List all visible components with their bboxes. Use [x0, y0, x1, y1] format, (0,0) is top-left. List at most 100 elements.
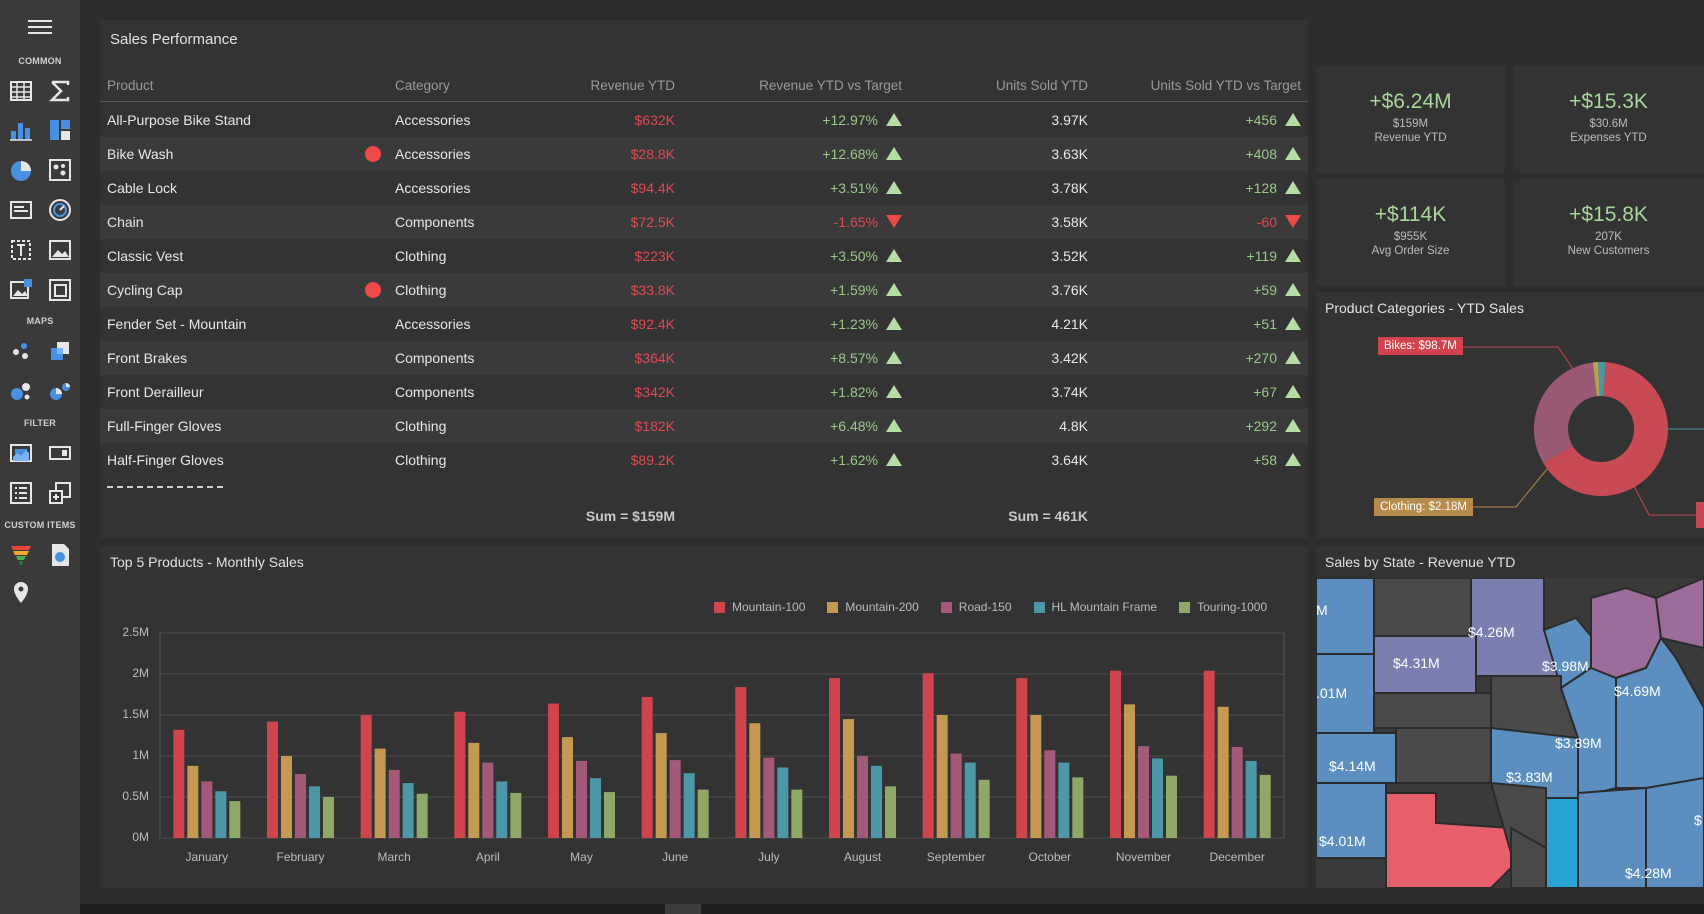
callout-bikes[interactable]: Bikes: $98.7M	[1378, 337, 1463, 355]
bar[interactable]	[950, 753, 962, 838]
bound-image-icon[interactable]	[8, 277, 34, 303]
kpi-card-avg-order-size[interactable]: +$114K $955K Avg Order Size	[1316, 179, 1505, 286]
bottom-scrollbar-track[interactable]	[80, 904, 1704, 914]
bar[interactable]	[1138, 746, 1149, 838]
legend-item[interactable]: HL Mountain Frame	[1033, 600, 1157, 614]
bar[interactable]	[978, 779, 990, 838]
pie-chart-icon[interactable]	[8, 157, 34, 183]
table-row[interactable]: Chain Components $72.5K -1.65% 3.58K -60	[100, 205, 1308, 239]
bar[interactable]	[1030, 715, 1042, 838]
bar[interactable]	[416, 793, 428, 838]
bar[interactable]	[1044, 750, 1056, 838]
bar[interactable]	[576, 760, 587, 838]
bar[interactable]	[1203, 670, 1215, 838]
bar[interactable]	[1072, 777, 1084, 838]
bar[interactable]	[1152, 758, 1163, 838]
bar[interactable]	[590, 778, 601, 838]
bar-chart-icon[interactable]	[8, 117, 34, 143]
bar[interactable]	[843, 719, 854, 838]
bar[interactable]	[267, 721, 278, 838]
group-icon[interactable]	[47, 277, 73, 303]
geo-point-map-icon[interactable]	[8, 338, 34, 364]
scatter-icon[interactable]	[47, 157, 73, 183]
hamburger-menu-icon[interactable]	[28, 16, 52, 36]
bar[interactable]	[402, 783, 414, 838]
bar[interactable]	[857, 756, 868, 838]
bar[interactable]	[510, 792, 522, 838]
kpi-card-expenses-ytd[interactable]: +$15.3K $30.6M Expenses YTD	[1513, 66, 1704, 173]
bar[interactable]	[1058, 762, 1070, 838]
treemap-icon[interactable]	[47, 117, 73, 143]
legend-item[interactable]: Touring-1000	[1179, 600, 1267, 614]
bar[interactable]	[215, 791, 227, 838]
legend-item[interactable]: Mountain-200	[827, 600, 919, 614]
col-header-revenue-ytd[interactable]: Revenue YTD	[590, 78, 675, 93]
web-page-icon[interactable]	[47, 542, 73, 568]
bar[interactable]	[1231, 746, 1243, 838]
bar[interactable]	[655, 733, 667, 838]
table-row[interactable]: Bike Wash Accessories $28.8K +12.68% 3.63K +4…	[100, 137, 1308, 171]
kpi-card-revenue-ytd[interactable]: +$6.24M $159M Revenue YTD	[1316, 66, 1505, 173]
col-header-category[interactable]: Category	[395, 78, 450, 93]
bar[interactable]	[735, 687, 747, 838]
donut-chart[interactable]	[1316, 292, 1704, 538]
bar[interactable]	[482, 762, 494, 838]
col-header-revenue-vs-target[interactable]: Revenue YTD vs Target	[759, 78, 902, 93]
bubble-map-icon[interactable]	[8, 378, 34, 404]
table-row[interactable]: Fender Set - Mountain Accessories $92.4K +1…	[100, 307, 1308, 341]
bar[interactable]	[374, 748, 386, 838]
bar[interactable]	[295, 774, 306, 838]
bar[interactable]	[323, 797, 334, 838]
bar[interactable]	[936, 715, 948, 838]
table-row[interactable]: Half-Finger Gloves Clothing $89.2K +1.62% 3.…	[100, 443, 1308, 477]
bar[interactable]	[360, 715, 372, 838]
bar[interactable]	[885, 786, 896, 838]
col-header-units-vs-target[interactable]: Units Sold YTD vs Target	[1150, 78, 1301, 93]
bar[interactable]	[388, 769, 400, 838]
legend-item[interactable]: Mountain-100	[714, 600, 805, 614]
bar[interactable]	[187, 765, 199, 838]
callout-clothing[interactable]: Clothing: $2.18M	[1374, 498, 1473, 516]
bar[interactable]	[468, 742, 480, 838]
table-row[interactable]: Full-Finger Gloves Clothing $182K +6.48% 4.8…	[100, 409, 1308, 443]
bar[interactable]	[201, 781, 213, 838]
bar[interactable]	[562, 737, 573, 838]
pie-map-icon[interactable]	[47, 378, 73, 404]
grid-icon[interactable]	[8, 78, 34, 104]
bar[interactable]	[1217, 706, 1229, 838]
bar[interactable]	[1259, 774, 1271, 838]
bar[interactable]	[1245, 760, 1257, 838]
choropleth-map-icon[interactable]	[47, 338, 73, 364]
location-pin-icon[interactable]	[8, 580, 34, 606]
bar[interactable]	[229, 801, 241, 838]
bar[interactable]	[922, 673, 934, 838]
bar[interactable]	[548, 703, 559, 838]
bar[interactable]	[173, 729, 185, 838]
bar[interactable]	[777, 767, 789, 838]
combo-box-icon[interactable]	[47, 440, 73, 466]
bar[interactable]	[454, 711, 466, 838]
bar[interactable]	[791, 789, 803, 838]
bar[interactable]	[683, 773, 695, 838]
bar[interactable]	[1110, 670, 1121, 838]
col-header-product[interactable]: Product	[107, 78, 154, 93]
bar[interactable]	[496, 781, 508, 838]
bar[interactable]	[763, 757, 775, 838]
table-row[interactable]: Classic Vest Clothing $223K +3.50% 3.52K +119	[100, 239, 1308, 273]
kpi-card-new-customers[interactable]: +$15.8K 207K New Customers	[1513, 179, 1704, 286]
funnel-icon[interactable]	[8, 542, 34, 568]
bar[interactable]	[1016, 678, 1028, 838]
table-row[interactable]: Cable Lock Accessories $94.4K +3.51% 3.78K +1…	[100, 171, 1308, 205]
bar[interactable]	[1166, 775, 1177, 838]
bar[interactable]	[641, 696, 653, 838]
table-row[interactable]: All-Purpose Bike Stand Accessories $632K +1…	[100, 103, 1308, 137]
card-icon[interactable]	[8, 197, 34, 223]
bar[interactable]	[697, 789, 709, 838]
col-header-units-sold-ytd[interactable]: Units Sold YTD	[995, 78, 1088, 93]
table-row[interactable]: Front Derailleur Components $342K +1.82% 3.7…	[100, 375, 1308, 409]
gauge-icon[interactable]	[47, 197, 73, 223]
list-box-icon[interactable]	[8, 480, 34, 506]
bar[interactable]	[1124, 704, 1135, 838]
bottom-scrollbar-thumb[interactable]	[665, 904, 701, 914]
state-map[interactable]: M $4.26M $4.31M $3.98M $4.69M .01M $3.89…	[1316, 578, 1704, 888]
